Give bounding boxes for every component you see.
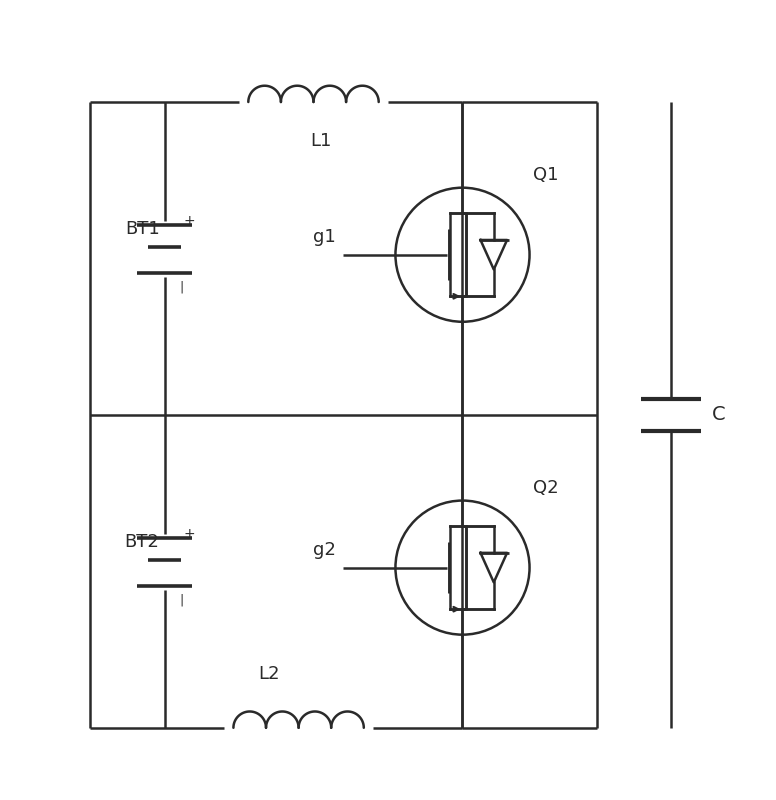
Text: |: |	[179, 594, 184, 606]
Text: Q1: Q1	[533, 166, 559, 184]
Text: C: C	[712, 406, 726, 424]
Text: |: |	[179, 281, 184, 294]
Text: L2: L2	[258, 665, 279, 683]
Text: Q2: Q2	[533, 479, 559, 497]
Text: BT1: BT1	[125, 220, 160, 238]
Text: BT2: BT2	[125, 533, 160, 550]
Text: +: +	[183, 527, 195, 541]
Text: g2: g2	[313, 541, 336, 558]
Text: L1: L1	[310, 132, 331, 150]
Text: g1: g1	[313, 228, 336, 246]
Text: +: +	[183, 214, 195, 228]
